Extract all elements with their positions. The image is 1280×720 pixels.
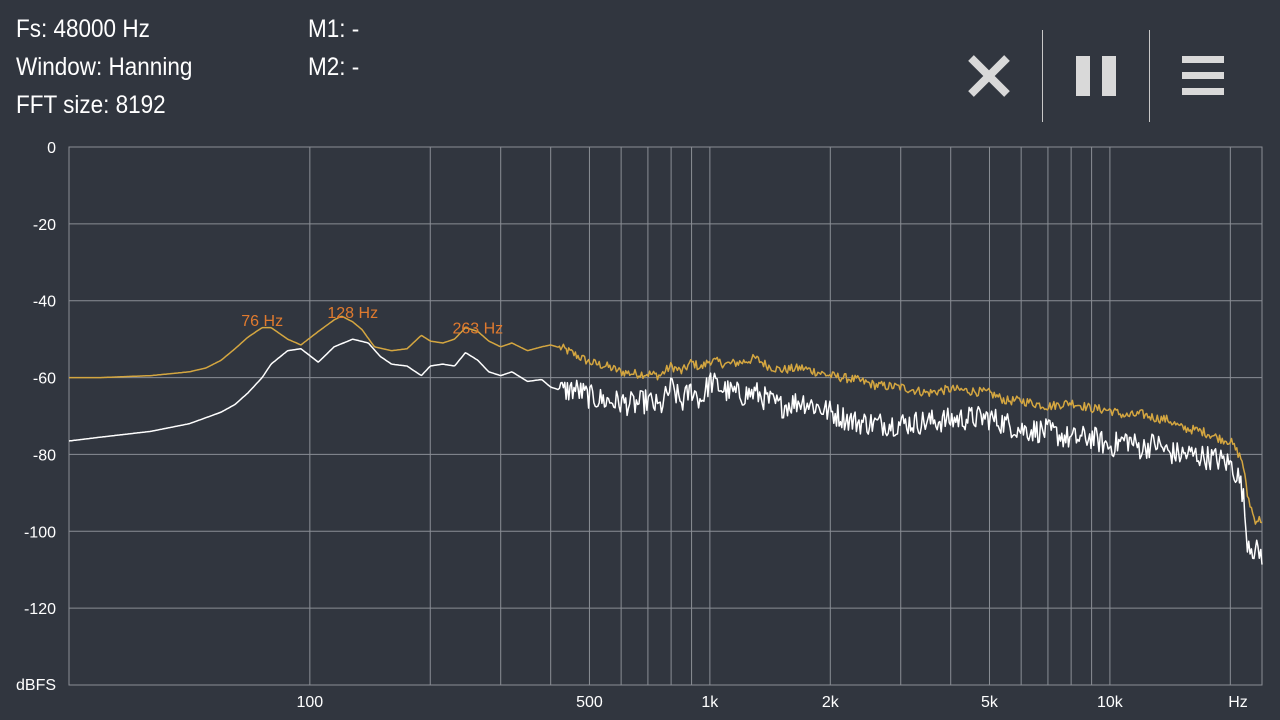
peak-label: 128 Hz <box>327 305 378 322</box>
x-tick-label: 500 <box>576 694 603 711</box>
info-panel: Fs: 48000 Hz Window: Hanning FFT size: 8… <box>16 10 192 124</box>
menu-button[interactable] <box>1150 30 1256 122</box>
marker-panel: M1: - M2: - <box>308 10 359 86</box>
pause-icon <box>1076 56 1116 96</box>
sample-rate-label: Fs: 48000 Hz <box>16 15 150 43</box>
y-axis-label: dBFS <box>16 677 56 694</box>
window-function-label: Window: Hanning <box>16 53 193 81</box>
close-icon <box>968 55 1010 97</box>
grid <box>68 146 1263 686</box>
y-tick-label: -80 <box>33 447 56 464</box>
fft-size-label: FFT size: 8192 <box>16 91 166 119</box>
x-tick-label: 5k <box>981 694 999 711</box>
peak-label: 76 Hz <box>241 313 283 330</box>
x-tick-label: 1k <box>701 694 719 711</box>
traces <box>68 315 1263 565</box>
toolbar-divider <box>1149 30 1150 122</box>
x-tick-label: 10k <box>1097 694 1124 711</box>
y-tick-label: 0 <box>47 140 56 157</box>
axis-labels: 0 -20 -40 -60 -80 -100 -120 100 500 1k 2k 5k 10k Hz dB… <box>16 140 1248 711</box>
y-tick-label: -20 <box>33 217 56 234</box>
y-tick-label: -100 <box>24 524 56 541</box>
toolbar <box>936 30 1256 122</box>
pause-button[interactable] <box>1043 30 1149 122</box>
x-tick-label: 100 <box>296 694 323 711</box>
y-tick-label: -120 <box>24 601 56 618</box>
y-tick-label: -60 <box>33 371 56 388</box>
y-tick-label: -40 <box>33 294 56 311</box>
peak-label: 263 Hz <box>452 320 503 337</box>
live-spectrum-trace <box>68 338 1263 565</box>
peak-hold-trace <box>69 315 1263 525</box>
plot-frame <box>68 146 1263 686</box>
marker-1-label: M1: - <box>308 15 360 43</box>
menu-icon <box>1182 56 1224 95</box>
marker-2-label: M2: - <box>308 53 360 81</box>
toolbar-divider <box>1042 30 1043 122</box>
x-tick-label: 2k <box>822 694 840 711</box>
x-axis-label: Hz <box>1228 694 1248 711</box>
close-button[interactable] <box>936 30 1042 122</box>
